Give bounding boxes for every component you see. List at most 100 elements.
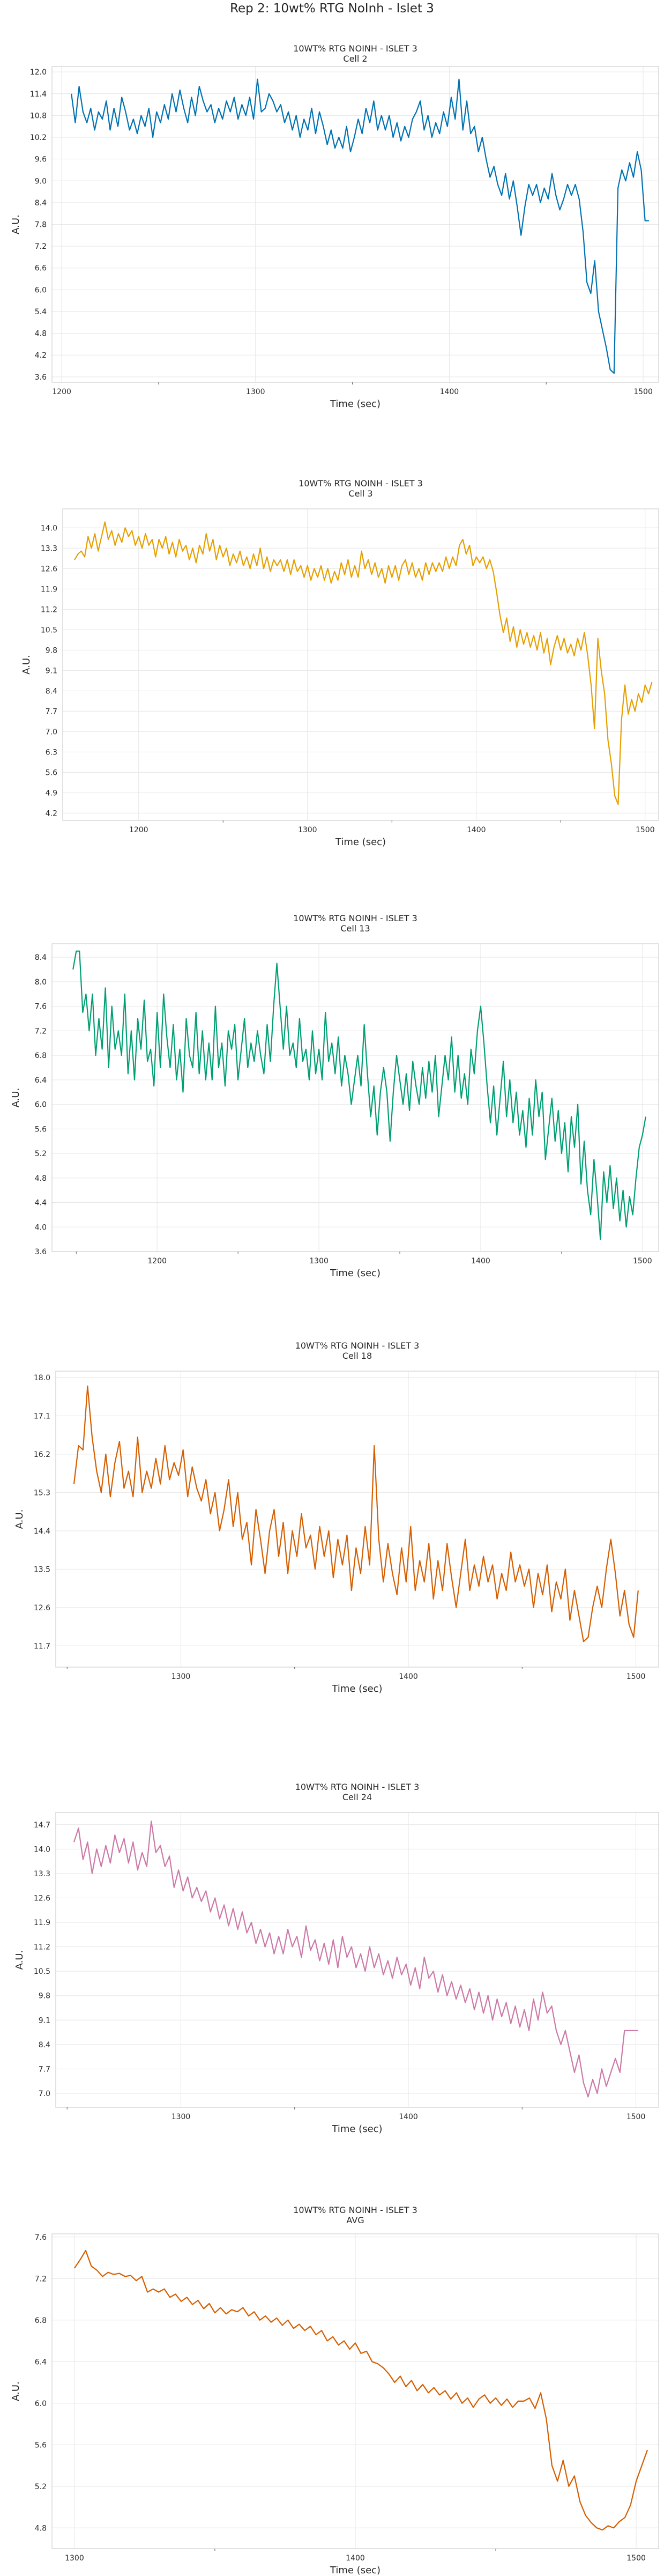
x-axis-label: Time (sec): [335, 837, 386, 848]
x-tick-label: 1400: [467, 826, 486, 834]
y-tick-label: 13.3: [41, 544, 57, 553]
plot-frame: [55, 1812, 659, 2108]
y-tick-label: 7.2: [35, 2275, 47, 2283]
y-tick-label: 14.0: [41, 524, 57, 532]
y-tick-label: 7.8: [35, 221, 47, 230]
chart-subtitle: Cell 13: [340, 923, 370, 934]
y-axis-label: A.U.: [10, 2381, 21, 2401]
chart-title: 10WT% RTG NOINH - ISLET 3: [295, 1341, 420, 1351]
y-axis-label: A.U.: [10, 1088, 21, 1108]
x-tick-label: 1300: [309, 1257, 329, 1265]
y-tick-label: 3.6: [35, 373, 47, 382]
y-tick-label: 10.8: [30, 112, 47, 120]
y-axis-label: A.U.: [14, 1509, 25, 1529]
y-tick-label: 17.1: [34, 1412, 50, 1420]
chart-subtitle: AVG: [346, 2215, 364, 2225]
x-tick-label: 1500: [626, 2113, 646, 2121]
x-tick-label: 1200: [52, 388, 71, 396]
y-tick-label: 5.6: [35, 2441, 47, 2449]
plot-frame: [51, 66, 659, 383]
y-tick-label: 4.0: [35, 1223, 47, 1232]
y-tick-label: 4.4: [35, 1199, 47, 1208]
y-tick-label: 5.2: [35, 2483, 47, 2491]
series-line: [73, 1820, 638, 2098]
x-tick-label: 1300: [171, 1672, 191, 1681]
y-axis-label: A.U.: [14, 1950, 25, 1970]
y-axis-label: A.U.: [10, 214, 21, 234]
y-tick-label: 14.4: [34, 1527, 50, 1536]
x-tick-label: 1400: [346, 2554, 365, 2563]
y-tick-label: 11.2: [41, 605, 57, 614]
x-tick-label: 1500: [633, 1257, 652, 1265]
x-tick-label: 1500: [636, 826, 655, 834]
y-tick-label: 10.2: [30, 134, 47, 142]
y-tick-label: 4.8: [35, 1174, 47, 1183]
y-tick-label: 9.1: [39, 2016, 50, 2025]
x-axis-label: Time (sec): [330, 398, 381, 410]
y-tick-label: 7.2: [35, 1027, 47, 1035]
x-tick-label: 1500: [626, 1672, 646, 1681]
x-tick-label: 1300: [246, 388, 265, 396]
chart-panel: 4.2 4.9 5.6 6.3 7.0 7.7 8.4 9.1 9.8 10.5 11.2 11.9 1…: [21, 478, 659, 848]
chart-title: 10WT% RTG NOINH - ISLET 3: [293, 43, 417, 54]
y-tick-label: 7.0: [39, 2090, 50, 2098]
page-title: Rep 2: 10wt% RTG NoInh - Islet 3: [230, 2, 434, 16]
chart-title: 10WT% RTG NOINH - ISLET 3: [299, 478, 423, 488]
y-tick-label: 8.4: [39, 2041, 50, 2049]
y-tick-label: 13.3: [34, 1870, 50, 1878]
y-tick-label: 9.8: [39, 1992, 50, 2001]
x-tick-label: 1400: [440, 388, 459, 396]
x-axis-label: Time (sec): [331, 2123, 382, 2135]
plot-frame: [51, 943, 659, 1252]
chart-panel: 4.8 5.2 5.6 6.0 6.4 6.8 7.2 7.6 1300 1400 1500 10WT…: [10, 2205, 659, 2576]
y-tick-label: 11.9: [41, 585, 57, 594]
y-tick-label: 5.6: [35, 1125, 47, 1134]
x-tick-label: 1200: [129, 826, 148, 834]
y-tick-label: 13.5: [34, 1565, 50, 1574]
y-tick-label: 9.0: [35, 177, 47, 186]
y-tick-label: 5.6: [46, 768, 57, 777]
series-line: [72, 950, 646, 1240]
chart-subtitle: Cell 2: [343, 54, 367, 64]
y-tick-label: 7.7: [46, 707, 57, 716]
y-tick-label: 11.2: [34, 1943, 50, 1952]
chart-title: 10WT% RTG NOINH - ISLET 3: [295, 1782, 420, 1792]
y-tick-label: 4.2: [46, 809, 57, 818]
y-tick-label: 11.9: [34, 1919, 50, 1927]
y-tick-label: 7.6: [35, 2233, 47, 2242]
y-tick-label: 6.0: [35, 1101, 47, 1109]
plot-frame: [55, 1371, 659, 1668]
y-tick-label: 12.6: [34, 1604, 50, 1612]
x-axis-label: Time (sec): [330, 2565, 381, 2576]
x-tick-label: 1500: [633, 388, 653, 396]
y-tick-label: 9.1: [46, 667, 57, 675]
series-line: [73, 2249, 648, 2531]
y-tick-label: 12.0: [30, 68, 47, 77]
x-tick-label: 1400: [471, 1257, 490, 1265]
y-tick-label: 8.4: [46, 687, 57, 695]
chart-subtitle: Cell 18: [342, 1351, 372, 1361]
y-tick-label: 4.8: [35, 2524, 47, 2533]
chart-panel: 7.0 7.7 8.4 9.1 9.8 10.5 11.2 11.9 12.6 13.3 14.0 1…: [14, 1782, 659, 2135]
series-line: [74, 521, 653, 805]
y-tick-label: 3.6: [35, 1248, 47, 1256]
y-tick-label: 14.0: [34, 1845, 50, 1854]
y-tick-label: 11.7: [34, 1642, 50, 1650]
y-tick-label: 6.0: [35, 2400, 47, 2408]
y-tick-label: 11.4: [30, 90, 47, 99]
y-tick-label: 6.8: [35, 1052, 47, 1060]
y-tick-label: 12.6: [41, 565, 57, 573]
y-axis-label: A.U.: [21, 655, 32, 675]
y-tick-label: 5.2: [35, 1150, 47, 1158]
y-tick-label: 7.2: [35, 242, 47, 251]
chart-title: 10WT% RTG NOINH - ISLET 3: [293, 2205, 417, 2215]
y-tick-label: 7.0: [46, 728, 57, 736]
x-axis-label: Time (sec): [330, 1268, 381, 1279]
x-tick-label: 1300: [65, 2554, 84, 2563]
x-tick-label: 1300: [171, 2113, 191, 2121]
y-tick-label: 6.4: [35, 1076, 47, 1085]
y-tick-label: 14.7: [34, 1821, 50, 1830]
y-tick-label: 4.9: [46, 789, 57, 797]
plot-frame: [51, 2233, 659, 2549]
y-tick-label: 6.4: [35, 2358, 47, 2366]
